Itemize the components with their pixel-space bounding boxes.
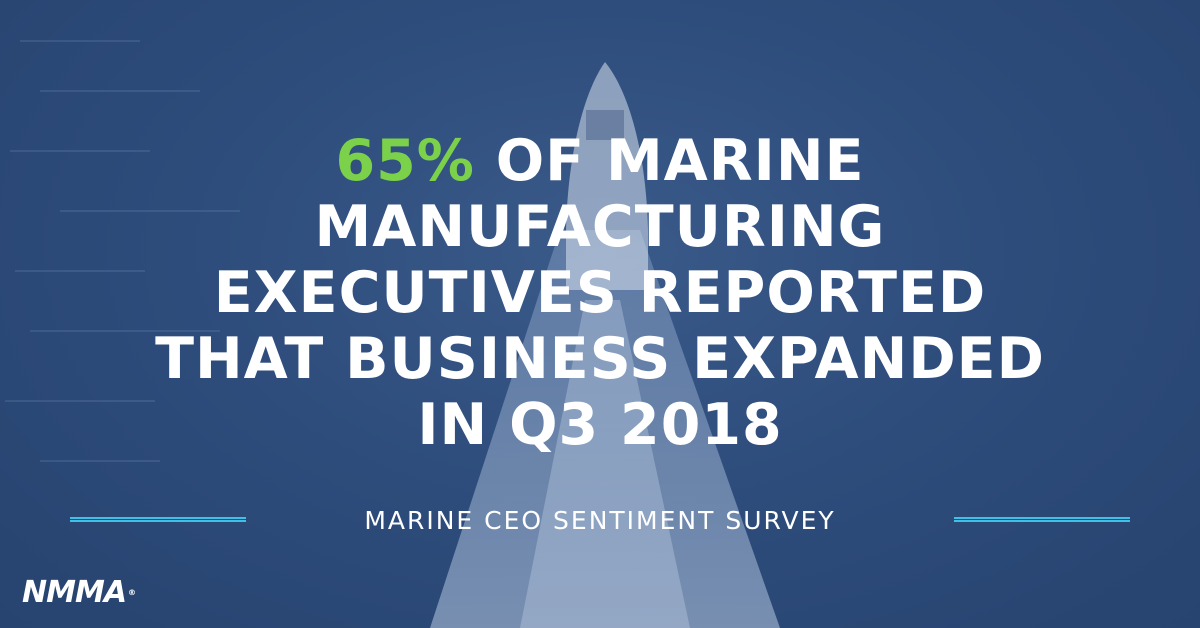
nmma-logo: NMMA ® — [22, 575, 136, 610]
headline-line-4: THAT BUSINESS EXPANDED — [155, 326, 1045, 392]
logo-registered-mark: ® — [128, 588, 136, 597]
subtitle-row: MARINE CEO SENTIMENT SURVEY — [0, 500, 1200, 540]
headline-line-3: EXECUTIVES REPORTED — [213, 260, 987, 326]
wake-trail — [430, 230, 780, 628]
divider-left — [70, 517, 246, 522]
survey-subtitle: MARINE CEO SENTIMENT SURVEY — [364, 506, 836, 535]
headline-line-1: 65% OF MARINE — [0, 128, 1200, 194]
boat-console — [586, 110, 624, 140]
headline-percentage: 65% — [335, 128, 475, 194]
headline: 65% OF MARINE MANUFACTURING EXECUTIVES R… — [0, 128, 1200, 458]
logo-text: NMMA — [22, 575, 127, 610]
wake-foam — [520, 300, 690, 628]
headline-line-2: MANUFACTURING — [314, 194, 886, 260]
divider-right — [954, 517, 1130, 522]
headline-line-5: IN Q3 2018 — [417, 392, 783, 458]
headline-line-1-rest: OF MARINE — [474, 128, 865, 194]
